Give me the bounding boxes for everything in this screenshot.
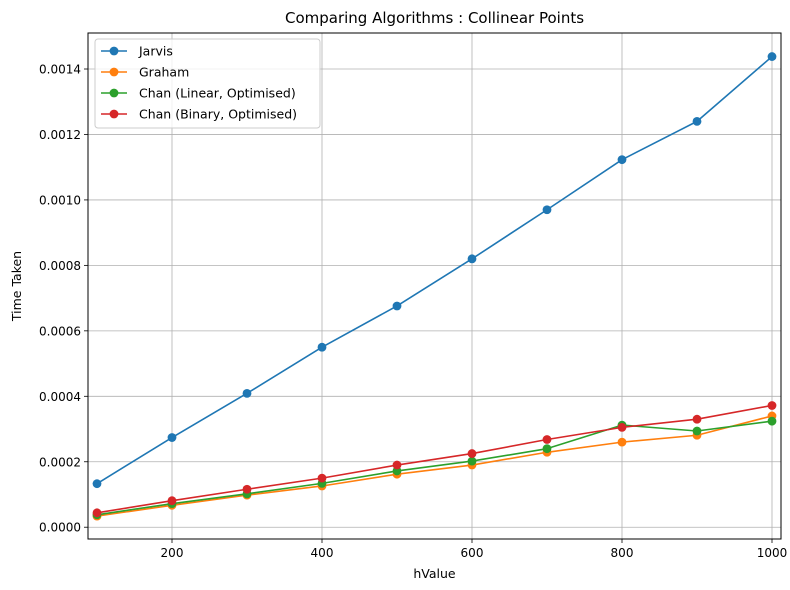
data-point bbox=[767, 416, 777, 426]
legend-marker bbox=[109, 109, 119, 119]
data-point bbox=[542, 435, 552, 444]
data-point bbox=[692, 116, 702, 126]
x-tick-label: 200 bbox=[161, 546, 184, 560]
data-point bbox=[317, 473, 327, 483]
data-point bbox=[692, 414, 702, 424]
x-tick-label: 600 bbox=[461, 546, 484, 560]
y-tick-label: 0.0002 bbox=[39, 455, 81, 469]
y-tick-label: 0.0008 bbox=[39, 259, 81, 273]
data-point bbox=[767, 401, 777, 410]
data-point bbox=[617, 422, 627, 432]
series-line bbox=[96, 404, 773, 514]
data-point bbox=[617, 437, 627, 447]
data-point bbox=[542, 205, 552, 215]
y-axis-label: Time Taken bbox=[9, 251, 24, 322]
series-0 bbox=[92, 52, 777, 489]
legend-marker bbox=[109, 67, 119, 77]
y-tick-label: 0.0010 bbox=[39, 193, 81, 207]
y-tick-label: 0.0014 bbox=[39, 63, 81, 77]
data-point bbox=[392, 460, 402, 470]
data-point bbox=[167, 496, 177, 506]
data-point bbox=[467, 456, 477, 466]
y-axis-ticks: 0.0000 0.0002 0.0004 0.0006 0.0008 0.0010 0.00… bbox=[39, 63, 88, 535]
data-point bbox=[767, 52, 777, 61]
x-axis-label: hValue bbox=[413, 566, 456, 581]
data-point bbox=[392, 301, 402, 311]
y-tick-label: 0.0000 bbox=[39, 521, 81, 535]
y-tick-label: 0.0006 bbox=[39, 324, 81, 338]
legend-label: Graham bbox=[139, 65, 189, 80]
x-axis-ticks: 200 400 600 800 1000 bbox=[161, 539, 788, 560]
data-point bbox=[242, 388, 252, 398]
legend-entry: Jarvis bbox=[101, 44, 173, 59]
data-point bbox=[542, 444, 552, 454]
plot-frame bbox=[87, 32, 782, 540]
x-tick-label: 400 bbox=[311, 546, 334, 560]
y-tick-label: 0.0004 bbox=[39, 390, 81, 404]
data-point bbox=[317, 342, 327, 352]
legend-entry: Graham bbox=[101, 65, 189, 80]
data-point bbox=[617, 155, 627, 165]
legend-label: Chan (Binary, Optimised) bbox=[139, 107, 297, 122]
series-3 bbox=[92, 401, 777, 518]
legend-entry: Chan (Binary, Optimised) bbox=[101, 107, 297, 122]
data-point bbox=[167, 433, 177, 442]
legend: Jarvis Graham Chan (Linear, Optimised) Chan… bbox=[94, 38, 321, 129]
legend-box bbox=[94, 38, 321, 129]
data-point bbox=[92, 508, 102, 518]
series-layer bbox=[92, 52, 777, 521]
data-point bbox=[92, 479, 102, 489]
legend-marker bbox=[109, 88, 119, 98]
series-line bbox=[96, 420, 773, 516]
chart-title: Comparing Algorithms : Collinear Points bbox=[285, 9, 584, 27]
data-point bbox=[242, 484, 252, 494]
y-tick-label: 0.0012 bbox=[39, 128, 81, 142]
series-line bbox=[96, 55, 773, 485]
series-line bbox=[96, 415, 773, 517]
data-point bbox=[467, 254, 477, 264]
legend-entry: Chan (Linear, Optimised) bbox=[101, 86, 296, 101]
legend-marker bbox=[109, 46, 119, 56]
x-tick-label: 1000 bbox=[757, 546, 788, 560]
x-tick-label: 800 bbox=[611, 546, 634, 560]
data-point bbox=[692, 426, 702, 436]
data-point bbox=[467, 449, 477, 458]
legend-label: Jarvis bbox=[138, 44, 173, 59]
legend-label: Chan (Linear, Optimised) bbox=[139, 86, 296, 101]
